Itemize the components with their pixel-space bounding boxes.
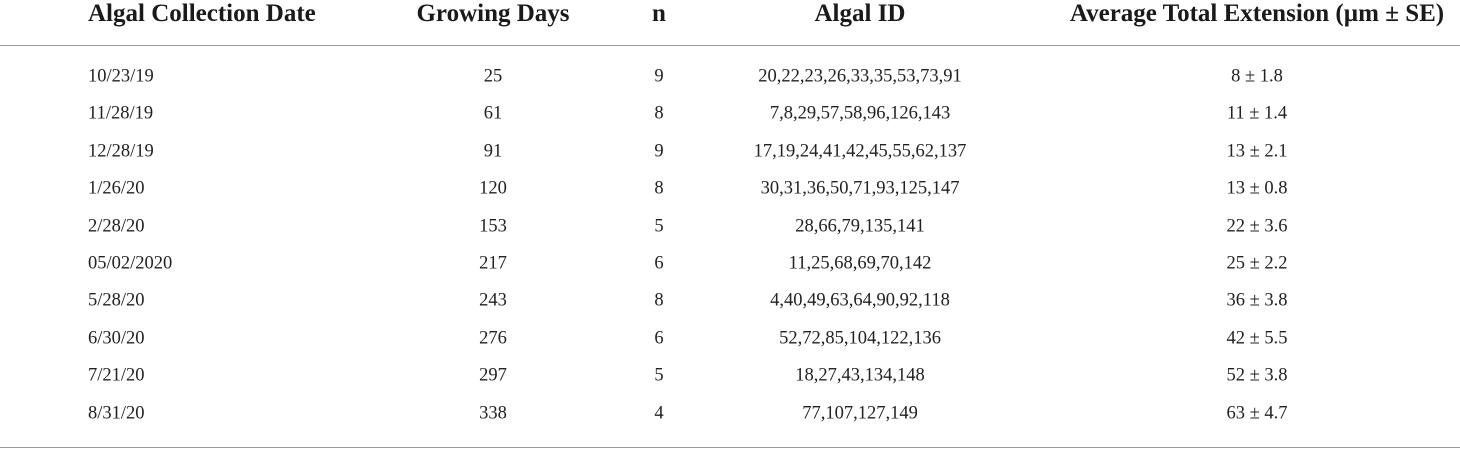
table-cell: 52 ± 3.8 bbox=[1226, 365, 1288, 386]
table-cell: 4 bbox=[654, 403, 664, 424]
table-cell: 8 bbox=[654, 178, 664, 199]
table-cell: 17,19,24,41,42,45,55,62,137 bbox=[753, 141, 967, 162]
table-cell: 2/28/20 bbox=[88, 216, 145, 237]
table-cell: 20,22,23,26,33,35,53,73,91 bbox=[758, 66, 962, 87]
table-cell: 6 bbox=[654, 328, 664, 349]
table-cell: 4,40,49,63,64,90,92,118 bbox=[770, 290, 950, 311]
table-cell: 6 bbox=[654, 253, 664, 274]
table-cell: 9 bbox=[654, 141, 664, 162]
table-cell: 1/26/20 bbox=[88, 178, 145, 199]
table-cell: 77,107,127,149 bbox=[802, 403, 918, 424]
table-cell: 05/02/2020 bbox=[88, 253, 173, 274]
table-cell: 7/21/20 bbox=[88, 365, 145, 386]
table-cell: 13 ± 0.8 bbox=[1226, 178, 1288, 199]
table-cell: 5 bbox=[654, 216, 664, 237]
table-cell: 6/30/20 bbox=[88, 328, 145, 349]
bottom-rule bbox=[0, 447, 1460, 448]
table-cell: 5/28/20 bbox=[88, 290, 145, 311]
table-cell: 18,27,43,134,148 bbox=[795, 365, 925, 386]
table-cell: 8 bbox=[654, 103, 664, 124]
table-cell: 7,8,29,57,58,96,126,143 bbox=[769, 103, 951, 124]
table-cell: 11/28/19 bbox=[88, 103, 154, 124]
table-cell: 217 bbox=[479, 253, 507, 274]
table-cell: 153 bbox=[479, 216, 507, 237]
table-cell: 25 ± 2.2 bbox=[1226, 253, 1288, 274]
table-cell: 5 bbox=[654, 365, 664, 386]
table-cell: 8 bbox=[654, 290, 664, 311]
table-cell: 9 bbox=[654, 66, 664, 87]
table-cell: 13 ± 2.1 bbox=[1226, 141, 1288, 162]
table-cell: 61 bbox=[483, 103, 503, 124]
table-cell: 338 bbox=[479, 403, 507, 424]
table-cell: 12/28/19 bbox=[88, 141, 154, 162]
header-rule bbox=[0, 45, 1460, 46]
table-cell: 11 ± 1.4 bbox=[1226, 103, 1288, 124]
table-cell: 22 ± 3.6 bbox=[1226, 216, 1288, 237]
table-cell: 8 ± 1.8 bbox=[1231, 66, 1283, 87]
column-header: Average Total Extension (µm ± SE) bbox=[1069, 0, 1445, 27]
table-cell: 28,66,79,135,141 bbox=[795, 216, 925, 237]
column-header: Algal Collection Date bbox=[88, 0, 316, 27]
table-cell: 120 bbox=[479, 178, 507, 199]
table-cell: 91 bbox=[483, 141, 503, 162]
table-cell: 25 bbox=[483, 66, 503, 87]
table-cell: 276 bbox=[479, 328, 507, 349]
column-header: Algal ID bbox=[814, 0, 906, 27]
table-cell: 30,31,36,50,71,93,125,147 bbox=[760, 178, 960, 199]
table-cell: 8/31/20 bbox=[88, 403, 145, 424]
table-cell: 42 ± 5.5 bbox=[1226, 328, 1288, 349]
table-cell: 10/23/19 bbox=[88, 66, 154, 87]
table-cell: 297 bbox=[479, 365, 507, 386]
column-header: n bbox=[652, 0, 666, 27]
column-header: Growing Days bbox=[416, 0, 570, 27]
table-cell: 11,25,68,69,70,142 bbox=[788, 253, 932, 274]
table-cell: 52,72,85,104,122,136 bbox=[779, 328, 941, 349]
table-cell: 36 ± 3.8 bbox=[1226, 290, 1288, 311]
table-cell: 63 ± 4.7 bbox=[1226, 403, 1288, 424]
table-cell: 243 bbox=[479, 290, 507, 311]
